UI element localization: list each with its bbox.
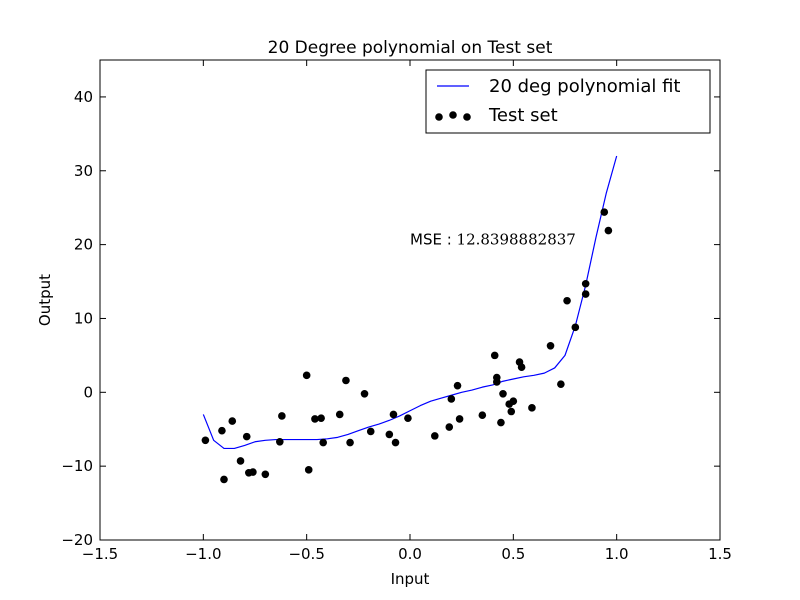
data-point-test-set <box>220 475 228 484</box>
data-point-test-set <box>346 438 354 447</box>
mse-annotation: MSE : 12.8398882837 <box>410 231 576 249</box>
data-point-test-set <box>389 410 398 419</box>
data-point-test-set <box>342 376 350 385</box>
x-axis-label: Input <box>391 570 430 588</box>
data-point-test-set <box>557 380 565 388</box>
data-point-test-set <box>563 296 571 305</box>
x-tick-labels: −1.5 −1.0 −0.5 0.0 0.5 1.0 1.5 <box>82 545 732 563</box>
data-point-test-set <box>604 226 613 235</box>
data-point-test-set <box>507 407 516 416</box>
mse-value: 12.8398882837 <box>457 231 576 249</box>
series-line-polynomial-fit <box>202 155 618 450</box>
chart-title: 20 Degree polynomial on Test set <box>268 38 553 58</box>
data-point-test-set <box>276 437 284 446</box>
data-point-test-set <box>242 432 251 441</box>
data-point-test-set <box>447 395 456 403</box>
data-point-test-set <box>278 412 286 420</box>
data-point-test-set <box>528 404 536 412</box>
x-tick-label: 0.5 <box>501 545 525 563</box>
x-tick-label: −0.5 <box>288 545 324 563</box>
data-point-test-set <box>497 418 505 427</box>
y-axis-label: Output <box>36 274 54 326</box>
data-point-test-set <box>319 438 328 447</box>
data-point-test-set <box>404 414 412 422</box>
data-point-test-set <box>455 415 464 423</box>
x-tick-label: 0.0 <box>398 545 422 563</box>
data-point-test-set <box>581 290 590 298</box>
data-point-test-set <box>490 351 499 360</box>
data-point-test-set <box>261 470 270 479</box>
data-point-test-set <box>335 410 344 419</box>
y-tick-label: 40 <box>74 88 93 106</box>
data-point-test-set <box>228 417 237 425</box>
data-point-test-set <box>493 378 501 386</box>
y-tick-label: −10 <box>61 457 93 475</box>
data-point-test-set <box>311 415 319 423</box>
data-point-test-set <box>571 323 580 332</box>
data-point-test-set <box>445 423 454 431</box>
legend-entry-test-set: Test set <box>488 105 558 126</box>
data-point-test-set <box>218 426 226 435</box>
data-point-test-set <box>581 279 590 288</box>
data-point-test-set <box>304 466 313 474</box>
legend-marker-3 <box>463 113 471 121</box>
x-tick-label: −1.0 <box>185 545 221 563</box>
mse-label: MSE : <box>410 231 457 249</box>
data-point-test-set <box>478 411 487 420</box>
legend-entry-fit: 20 deg polynomial fit <box>489 76 680 97</box>
legend-marker-1 <box>435 113 443 121</box>
x-tick-label: −1.5 <box>82 545 118 563</box>
data-point-test-set <box>546 341 555 350</box>
y-tick-label: −20 <box>61 531 93 549</box>
data-point-test-set <box>431 432 439 440</box>
data-point-test-set <box>391 438 400 447</box>
data-point-test-set <box>236 457 245 465</box>
data-point-test-set <box>600 208 609 216</box>
data-point-test-set <box>385 430 394 439</box>
x-tick-label: 1.0 <box>605 545 629 563</box>
data-point-test-set <box>302 371 311 380</box>
data-point-test-set <box>366 427 375 436</box>
data-point-test-set <box>517 363 526 372</box>
y-tick-label: 0 <box>83 383 93 401</box>
plot-area <box>201 155 618 484</box>
data-point-test-set <box>453 381 462 390</box>
data-point-test-set <box>509 397 518 405</box>
y-tick-label: 10 <box>74 309 93 327</box>
data-point-test-set <box>360 389 369 398</box>
legend-marker-2 <box>449 111 457 119</box>
legend-box <box>425 69 711 134</box>
y-tick-label: 20 <box>74 236 93 254</box>
data-point-test-set <box>249 468 257 476</box>
legend: 20 deg polynomial fit Test set <box>425 69 711 134</box>
x-tick-label: 1.5 <box>708 545 732 563</box>
data-point-test-set <box>201 436 210 445</box>
y-tick-labels: −20 −10 0 10 20 30 40 <box>61 88 93 549</box>
y-tick-label: 30 <box>74 162 93 180</box>
data-point-test-set <box>317 414 325 422</box>
data-point-test-set <box>499 389 507 398</box>
axis-ticks <box>99 60 721 541</box>
